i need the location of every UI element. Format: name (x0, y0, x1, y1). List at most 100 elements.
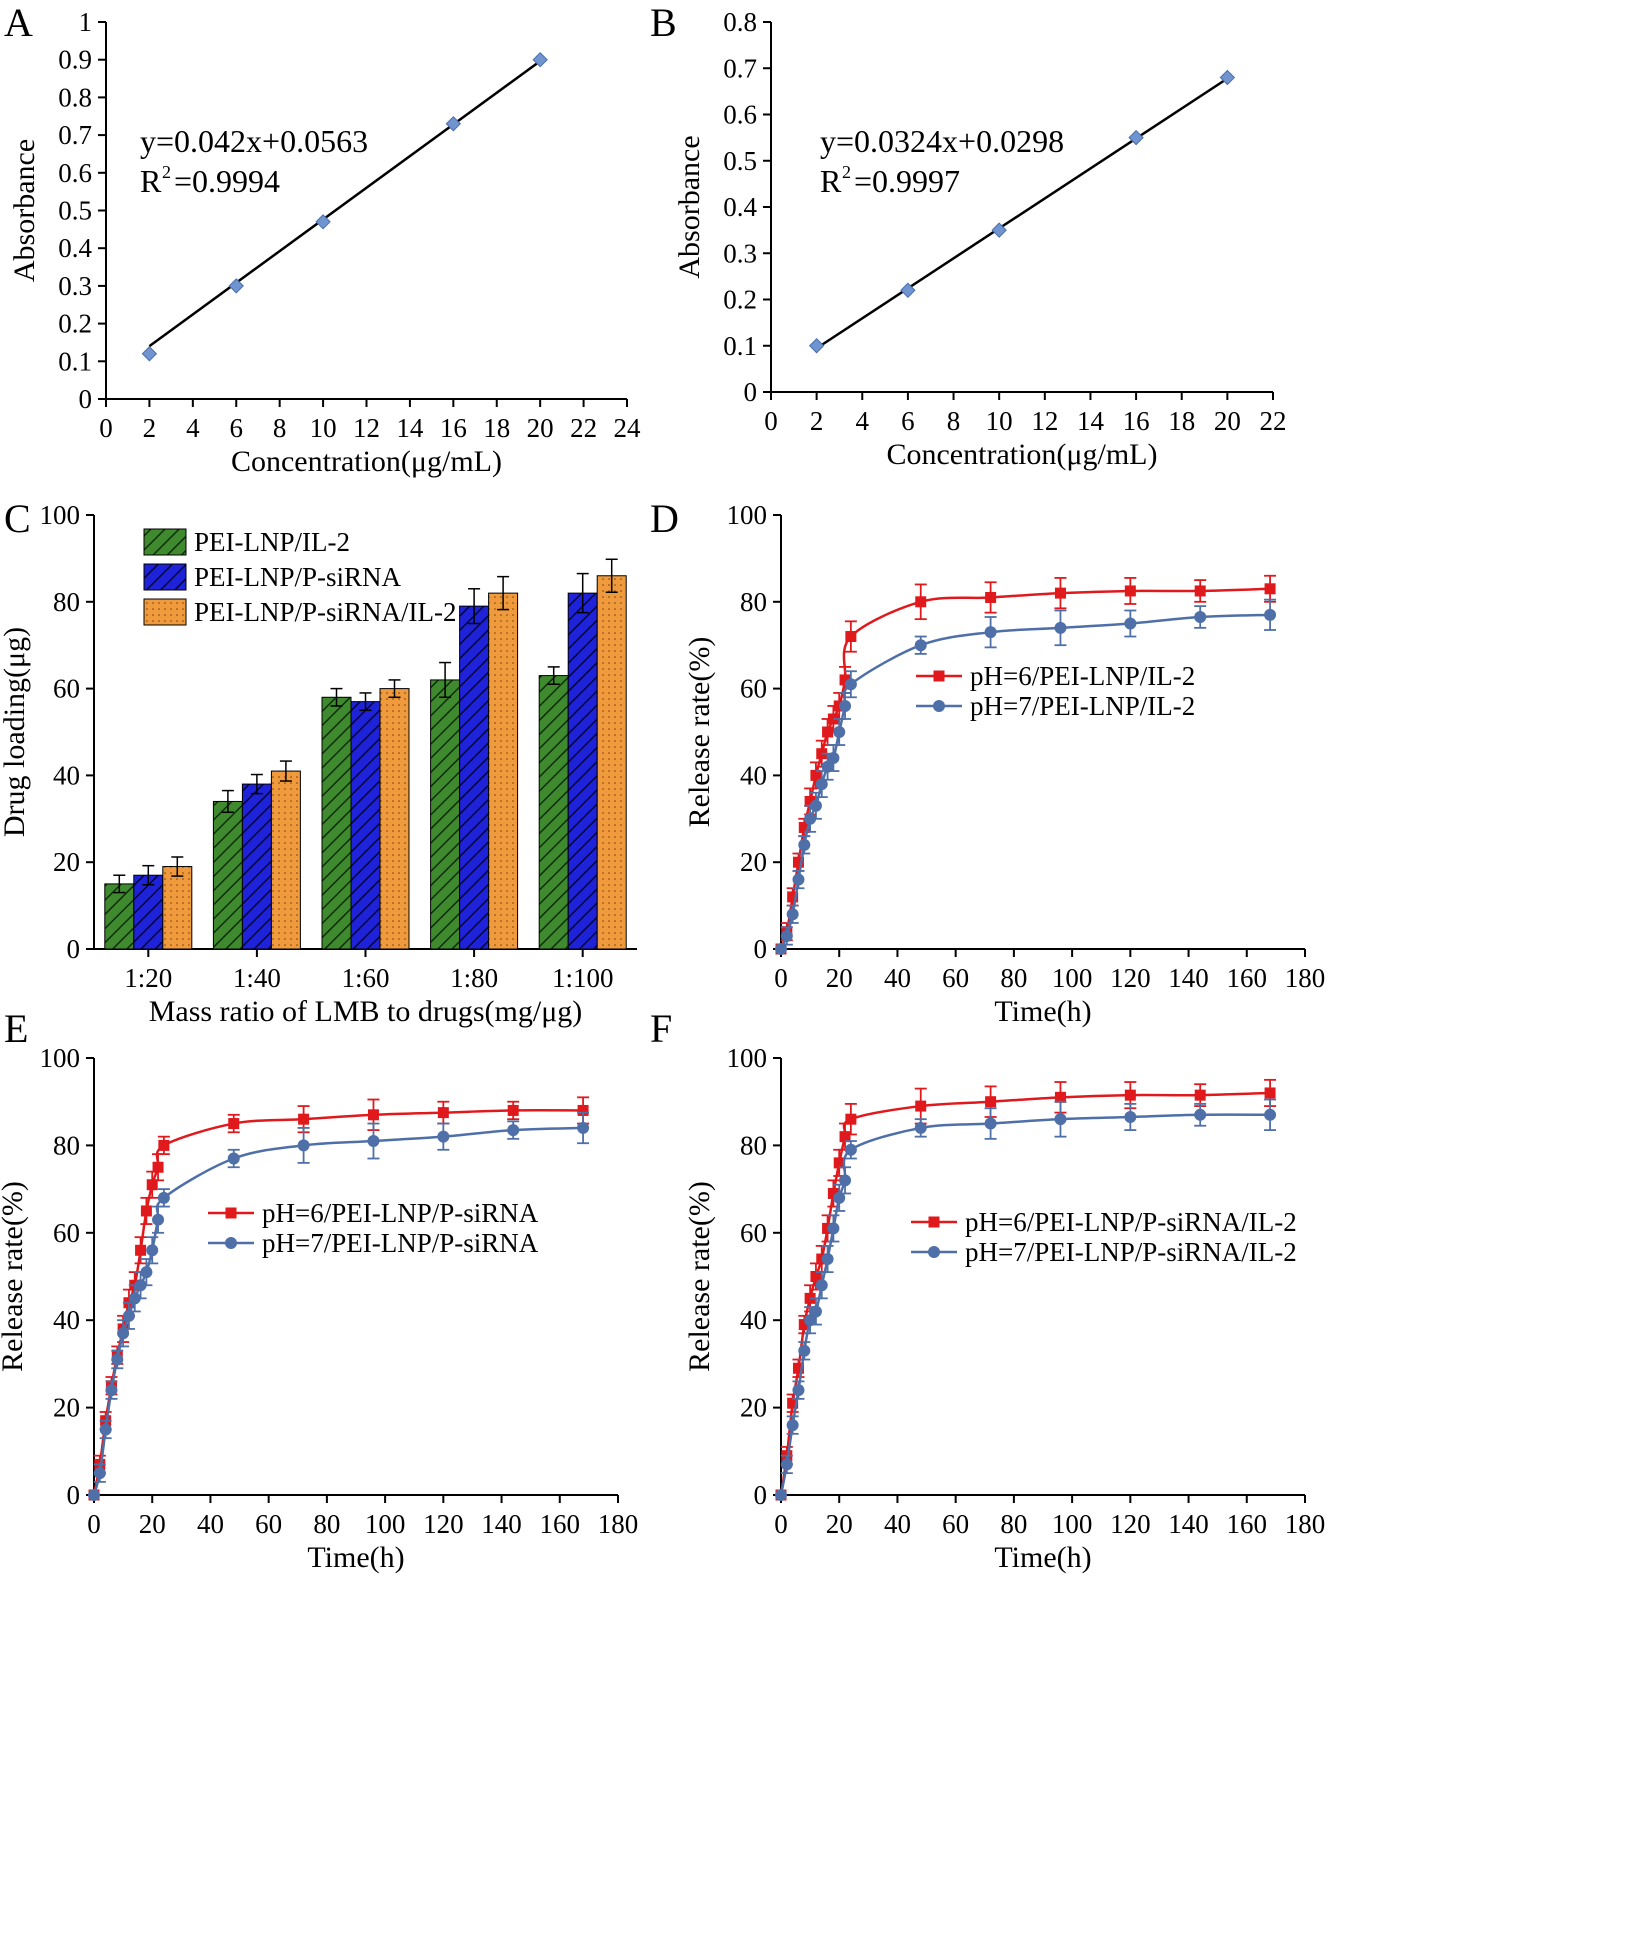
series-ph7 (88, 1111, 590, 1501)
x-tick-label: 0 (774, 1509, 788, 1539)
x-tick-label: 10 (310, 413, 337, 443)
data-point (1124, 1089, 1136, 1101)
x-tick-label: 1:20 (124, 963, 172, 993)
data-point (298, 1113, 310, 1125)
y-tick-label: 80 (53, 1130, 80, 1160)
x-tick-label: 40 (884, 1509, 911, 1539)
bar (162, 866, 193, 950)
x-tick-label: 100 (1052, 963, 1093, 993)
series-line (92, 1126, 584, 1496)
data-point (915, 596, 927, 608)
y-tick-label: 20 (740, 1393, 767, 1423)
data-point (775, 943, 787, 955)
x-tick-label: 10 (986, 406, 1013, 436)
y-tick-label: 100 (40, 1043, 81, 1073)
legend-swatch (143, 528, 187, 556)
data-point (1054, 1113, 1067, 1126)
x-tick-label: 120 (423, 1509, 464, 1539)
data-point (1264, 608, 1277, 621)
data-point (792, 856, 804, 868)
legend-marker (933, 670, 945, 682)
data-point (844, 678, 857, 691)
legend: pH=6/PEI-LNP/P-siRNA/IL-2pH=7/PEI-LNP/P-… (911, 1207, 1297, 1267)
data-point (146, 1179, 158, 1191)
x-tick-label: 1:40 (233, 963, 281, 993)
data-point (1124, 617, 1137, 630)
series-ph6 (775, 574, 1277, 955)
x-tick-label: 20 (826, 1509, 853, 1539)
series-ph6 (88, 1096, 590, 1501)
data-point (507, 1124, 520, 1137)
data-point (833, 1157, 845, 1169)
x-tick-label: 20 (826, 963, 853, 993)
panel-label: D (650, 496, 679, 541)
y-axis-title: Release rate(%) (0, 1181, 29, 1372)
y-axis-title: Release rate(%) (683, 637, 716, 828)
data-point (798, 821, 810, 833)
x-tick-label: 20 (139, 1509, 166, 1539)
data-point (297, 1139, 310, 1152)
x-tick-label: 60 (255, 1509, 282, 1539)
x-tick-label: 100 (1052, 1509, 1093, 1539)
data-point (845, 1113, 857, 1125)
x-tick-label: 14 (396, 413, 424, 443)
series-line (779, 1113, 1271, 1496)
y-axis-title: Absorbance (673, 135, 706, 278)
data-point (985, 591, 997, 603)
x-tick-label: 80 (313, 1509, 340, 1539)
x-tick-label: 4 (856, 406, 870, 436)
bar (350, 701, 381, 950)
x-axis-title: Mass ratio of LMB to drugs(mg/μg) (149, 995, 583, 1028)
data-point (577, 1121, 590, 1134)
data-point (900, 282, 916, 298)
x-tick-label: 160 (1227, 1509, 1268, 1539)
y-tick-label: 0.7 (723, 53, 757, 83)
bar (104, 883, 135, 950)
data-point (88, 1489, 100, 1501)
data-point (815, 778, 828, 791)
data-point (1219, 69, 1236, 86)
data-point (1128, 129, 1144, 146)
x-tick-label: 22 (570, 413, 597, 443)
x-tick-label: 0 (99, 413, 113, 443)
x-tick-label: 140 (481, 1509, 522, 1539)
fit-equation: y=0.0324x+0.0298 (820, 123, 1064, 159)
x-tick-label: 1:100 (552, 963, 614, 993)
y-tick-label: 100 (727, 500, 768, 530)
x-tick-label: 12 (353, 413, 380, 443)
data-point (775, 1489, 787, 1501)
y-tick-label: 0.2 (723, 285, 757, 315)
x-tick-label: 20 (527, 413, 554, 443)
data-point (93, 1467, 106, 1480)
x-axis-title: Concentration(μg/mL) (231, 445, 502, 478)
y-tick-label: 40 (53, 1305, 80, 1335)
y-tick-label: 0.8 (723, 7, 757, 37)
x-tick-label: 1:60 (341, 963, 389, 993)
x-tick-label: 140 (1168, 963, 1209, 993)
x-tick-label: 60 (942, 963, 969, 993)
x-tick-label: 12 (1031, 406, 1058, 436)
data-point (839, 699, 852, 712)
y-tick-label: 0 (67, 1480, 81, 1510)
y-axis-title: Absorbance (8, 139, 41, 282)
panel-label: B (650, 0, 677, 45)
y-tick-label: 0.2 (58, 309, 92, 339)
y-tick-label: 100 (40, 500, 81, 530)
x-tick-label: 180 (1285, 1509, 1326, 1539)
y-tick-label: 20 (740, 847, 767, 877)
y-tick-label: 60 (740, 1218, 767, 1248)
y-tick-label: 0 (79, 384, 93, 414)
y-tick-label: 0.5 (58, 196, 92, 226)
data-point (157, 1191, 170, 1204)
data-point (792, 1384, 805, 1397)
data-point (798, 838, 811, 851)
y-tick-label: 80 (740, 587, 767, 617)
data-point (1264, 1108, 1277, 1121)
panel-c: C 0 20 40 60 80 100 Mass ratio of LMB to drugs(… (0, 496, 637, 1028)
data-point (437, 1130, 450, 1143)
y-axis-title: Drug loading(μg) (0, 627, 31, 837)
data-point (111, 1353, 124, 1366)
data-point (1264, 1087, 1276, 1099)
legend-label: pH=6/PEI-LNP/P-siRNA (262, 1198, 539, 1228)
